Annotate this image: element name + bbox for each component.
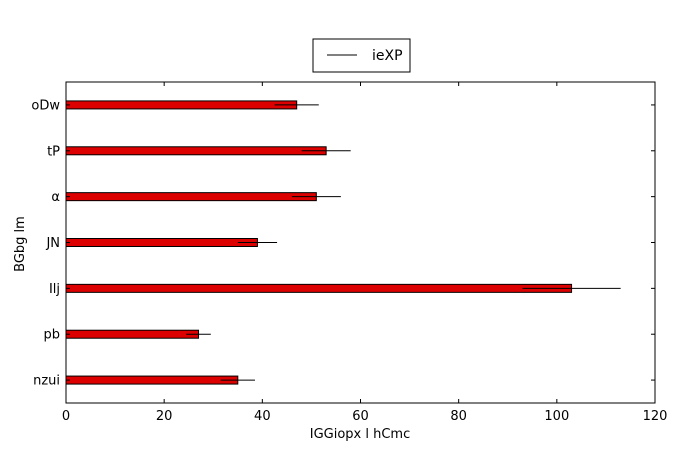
x-tick-label: 40 (254, 409, 271, 424)
legend: ieXP (312, 38, 411, 73)
x-tick-label: 20 (156, 409, 173, 424)
bar (65, 146, 327, 156)
y-tick-label: Ilj (49, 282, 60, 297)
x-tick-label: 80 (450, 409, 467, 424)
bar (65, 375, 239, 385)
y-tick-label: JN (45, 236, 60, 251)
bar (65, 238, 258, 247)
y-tick-label: tP (47, 144, 60, 159)
y-tick-label: nzui (33, 374, 60, 389)
x-tick-label: 0 (62, 409, 70, 424)
y-tick-label: α (51, 190, 60, 205)
bar (65, 192, 317, 202)
x-tick-label: 60 (352, 409, 369, 424)
y-axis-label: BGbg lm (13, 216, 28, 272)
x-tick-label: 100 (544, 409, 569, 424)
y-tick-label: pb (43, 328, 60, 343)
bar (65, 329, 200, 339)
bar (65, 100, 298, 110)
plot-area: 0 20 40 60 80 100 120 oDw tP α JN Ilj pb nzui (31, 81, 668, 424)
bar (65, 283, 573, 293)
legend-label: ieXP (372, 48, 403, 64)
y-tick-label: oDw (31, 98, 60, 113)
x-axis-label: IGGiopx l hCmc (310, 427, 411, 442)
x-tick-label: 120 (643, 409, 668, 424)
